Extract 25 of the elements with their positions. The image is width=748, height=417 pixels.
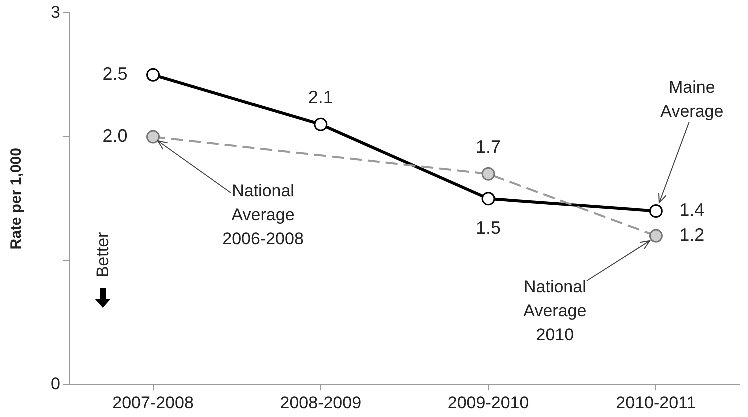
data-label: 1.4 <box>680 200 705 220</box>
data-label: 2.5 <box>102 64 128 84</box>
annotation: Better <box>94 232 113 278</box>
annotation: National Average 2006-2008 <box>222 182 304 249</box>
point <box>482 167 496 181</box>
point <box>146 130 160 144</box>
y-tick-label: 0 <box>50 374 60 394</box>
x-tick-label: 2008-2009 <box>280 393 362 412</box>
data-label: 2.1 <box>308 88 334 108</box>
point <box>146 68 160 82</box>
point <box>649 229 663 243</box>
data-label: 1.7 <box>476 137 502 158</box>
data-label: 2.0 <box>102 126 128 146</box>
x-tick-label: 2009-2010 <box>448 393 530 412</box>
data-label: 1.5 <box>476 218 502 238</box>
y-tick-label: 3 <box>50 2 60 22</box>
point <box>649 204 663 218</box>
annotation: National Average 2010 <box>524 278 587 345</box>
data-label: 1.2 <box>680 225 705 246</box>
annotation: Maine Average <box>660 78 724 121</box>
x-tick-label: 2010-2011 <box>616 393 696 412</box>
x-tick-label: 2007-2008 <box>112 393 194 412</box>
point <box>314 118 328 132</box>
point <box>482 192 496 206</box>
y-axis-title: Rate per 1,000 <box>8 148 26 250</box>
